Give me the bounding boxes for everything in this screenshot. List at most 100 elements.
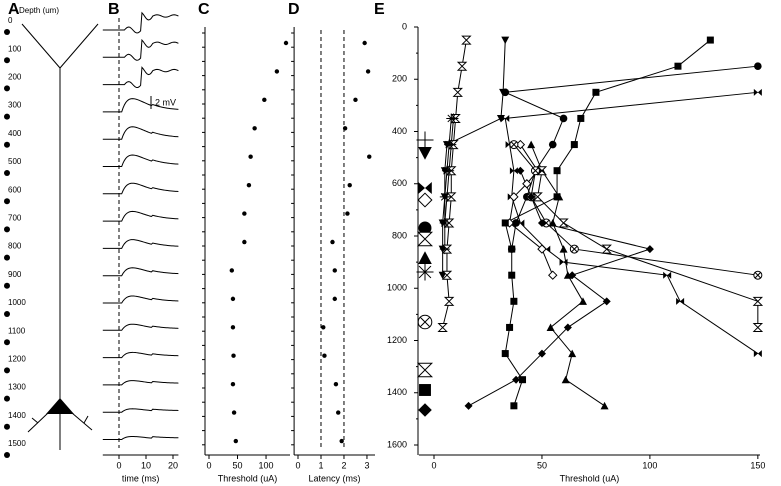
dot: [230, 296, 236, 302]
marker: [508, 245, 516, 253]
depth-dot: [4, 282, 10, 289]
marker: [508, 271, 516, 279]
marker-part: [419, 384, 431, 396]
marker-part: [446, 192, 457, 202]
marker: [569, 244, 579, 254]
marker: [706, 36, 714, 44]
marker: [577, 114, 585, 122]
series-line: [504, 91, 759, 354]
marker: [568, 349, 577, 358]
marker: [439, 191, 450, 202]
marker: [501, 114, 510, 122]
x-tick-label: 2: [341, 460, 346, 470]
legend-symbol: [417, 192, 433, 208]
marker: [553, 193, 561, 201]
legend-symbol: [416, 131, 434, 149]
trace: [102, 126, 179, 140]
series-line: [503, 65, 758, 250]
marker-part: [501, 350, 509, 358]
marker: [501, 219, 509, 227]
dot: [274, 69, 280, 74]
marker-part: [568, 271, 577, 280]
marker: [510, 402, 518, 410]
x-tick-label: 0: [295, 460, 300, 470]
trace: [102, 154, 179, 167]
marker-part: [506, 323, 514, 331]
marker: [674, 62, 682, 70]
marker-part: [543, 219, 550, 227]
marker-part: [578, 297, 587, 305]
marker: [663, 271, 672, 279]
dot: [321, 325, 326, 330]
marker-part: [509, 167, 518, 175]
depth-dot: [4, 198, 10, 205]
marker: [446, 113, 457, 124]
depth-dot: [4, 57, 10, 64]
marker-part: [461, 35, 472, 45]
marker: [578, 297, 587, 305]
series-line: [468, 170, 652, 407]
marker-part: [419, 316, 431, 328]
trace: [102, 267, 179, 277]
marker: [541, 218, 551, 228]
x-tick-label: 0: [432, 460, 437, 470]
trace: [102, 380, 179, 386]
marker-part: [753, 350, 762, 358]
depth-dot: [4, 339, 10, 346]
chart-title: Depth (um): [19, 6, 59, 15]
marker: [439, 217, 450, 228]
marker-part: [509, 192, 519, 202]
marker: [553, 167, 561, 175]
marker-part: [553, 193, 561, 201]
trace: [102, 38, 179, 61]
marker-part: [446, 113, 457, 124]
marker-part: [537, 244, 547, 254]
marker: [752, 296, 764, 306]
y-tick-label: 1000: [387, 283, 407, 293]
dot: [342, 126, 348, 131]
marker-part: [548, 270, 558, 280]
marker: [754, 62, 762, 70]
panel-label: B: [108, 1, 120, 18]
dot: [367, 154, 372, 159]
dot: [347, 182, 352, 188]
y-tick-label: 600: [392, 178, 407, 188]
depth-dot: [4, 423, 10, 430]
marker: [546, 323, 555, 331]
dot: [229, 268, 235, 273]
scale-bar-label: 2 mV: [155, 97, 176, 107]
marker-part: [439, 217, 450, 228]
depth-dot: [4, 254, 10, 261]
dot: [248, 154, 253, 159]
marker: [548, 270, 558, 280]
marker-part: [532, 192, 543, 202]
legend-symbol: [418, 147, 432, 160]
marker: [516, 166, 525, 175]
marker-part: [417, 192, 433, 208]
marker-part: [559, 245, 568, 253]
marker: [537, 349, 546, 358]
trace: [102, 295, 179, 304]
marker-part: [510, 141, 518, 148]
marker-part: [464, 401, 473, 410]
panel-label: A: [8, 1, 20, 18]
marker-part: [754, 62, 762, 70]
marker: [456, 61, 468, 71]
marker-part: [706, 36, 714, 44]
y-tick-label: 800: [392, 230, 407, 240]
trace: [102, 66, 179, 89]
marker-part: [418, 221, 432, 235]
marker: [568, 271, 577, 280]
marker-part: [563, 323, 572, 332]
marker: [461, 35, 472, 45]
marker: [559, 245, 568, 253]
marker-part: [548, 218, 557, 227]
marker: [530, 166, 540, 176]
series-line: [504, 39, 711, 406]
dot: [233, 438, 239, 444]
marker-part: [546, 323, 555, 331]
marker-part: [577, 114, 585, 122]
depth-dot: [4, 311, 10, 317]
depth-label: 300: [8, 101, 22, 110]
marker: [443, 296, 455, 306]
